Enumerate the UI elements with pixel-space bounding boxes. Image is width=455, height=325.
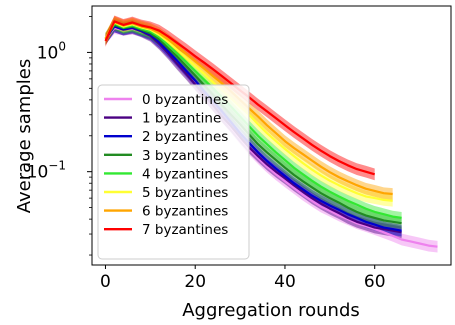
series-line-1	[104, 25, 402, 234]
x-tick-label: 40	[274, 272, 296, 292]
y-axis-label: Average samples	[14, 59, 35, 213]
legend-label: 7 byzantines	[142, 222, 228, 238]
series-line-2	[104, 25, 402, 232]
series-line-4	[104, 22, 402, 219]
x-tick-label: 20	[184, 272, 206, 292]
legend-label: 4 byzantines	[142, 166, 228, 182]
legend-label: 0 byzantines	[142, 92, 228, 108]
series-line-3	[104, 23, 402, 225]
legend-label: 2 byzantines	[142, 129, 228, 145]
series-lines	[104, 20, 438, 248]
legend-label: 3 byzantines	[142, 148, 228, 164]
series-band-0	[105, 22, 438, 253]
y-tick-label: 100	[37, 39, 66, 63]
legend-label: 5 byzantines	[142, 185, 228, 201]
x-axis-ticks: 0 20 40 60	[100, 265, 386, 292]
legend-label: 6 byzantines	[142, 204, 228, 220]
legend-box	[97, 84, 250, 260]
legend-label: 1 byzantine	[142, 111, 221, 127]
legend: 0 byzantines 1 byzantine 2 byzantines 3 byz…	[97, 84, 250, 260]
x-tick-label: 60	[364, 272, 386, 292]
x-tick-label: 0	[100, 272, 111, 292]
x-axis-label: Aggregation rounds	[182, 300, 360, 321]
series-band-7	[105, 15, 375, 181]
